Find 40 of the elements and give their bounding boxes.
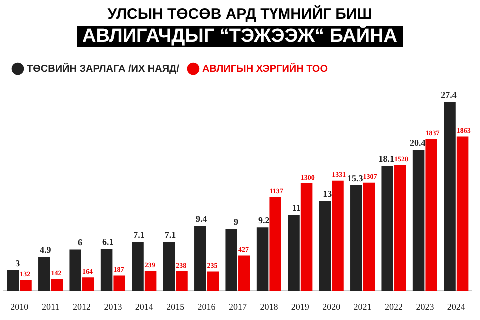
bar <box>194 226 206 292</box>
data-label: 9.2 <box>258 215 270 226</box>
bar <box>132 242 144 292</box>
x-tick-label: 2011 <box>42 302 60 312</box>
data-label: 13 <box>323 189 333 200</box>
bar <box>163 242 176 292</box>
data-label: 9 <box>234 216 239 227</box>
chart-title: УЛСЫН ТӨСӨВ АРД ТҮМНИЙГ БИШ <box>106 6 374 23</box>
bar <box>38 257 50 292</box>
x-tick-label: 2022 <box>385 302 403 312</box>
data-label: 27.4 <box>441 90 458 100</box>
x-tick-label: 2016 <box>198 302 216 312</box>
x-tick-label: 2024 <box>447 302 466 312</box>
bar <box>207 272 220 292</box>
data-label: 6.1 <box>102 236 114 247</box>
chart-subtitle: АВЛИГАЧДЫГ “ТЭЖЭЭЖ“ БАЙНА <box>76 26 404 47</box>
x-tick-label: 2010 <box>10 302 30 312</box>
data-label: 7.1 <box>164 230 177 240</box>
x-tick-label: 2012 <box>73 302 91 312</box>
x-tick-label: 2014 <box>135 302 154 312</box>
data-label: 9.4 <box>196 214 208 224</box>
legend-label: ТӨСВИЙН ЗАРЛАГА /ИХ НАЯД/ <box>27 62 180 75</box>
x-tick-label: 2021 <box>354 302 372 312</box>
x-tick-label: 2015 <box>166 302 186 312</box>
data-label: 11 <box>292 203 302 214</box>
x-tick-label: 2019 <box>291 302 310 312</box>
data-label: 7.1 <box>134 230 146 240</box>
x-tick-label: 2017 <box>229 302 248 312</box>
bar <box>100 249 113 292</box>
legend-label: АВЛИГЫН ХЭРГИЙН ТОО <box>202 62 328 75</box>
x-tick-label: 2020 <box>322 302 342 312</box>
x-tick-label: 2013 <box>104 302 123 312</box>
data-label: 6 <box>78 238 83 248</box>
data-label: 15.3 <box>348 173 364 184</box>
data-label: 18.1 <box>378 154 395 164</box>
data-label: 3 <box>16 258 21 268</box>
data-label: 4.9 <box>40 245 52 256</box>
x-tick-label: 2018 <box>260 302 279 312</box>
bar <box>70 250 82 292</box>
x-tick-label: 2023 <box>416 302 435 312</box>
